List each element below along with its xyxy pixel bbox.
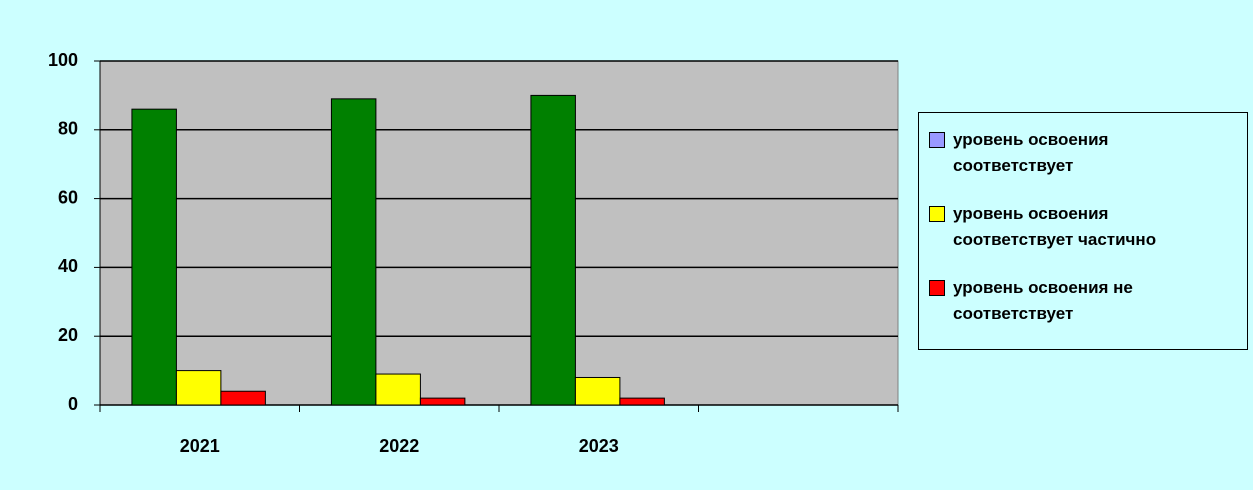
bar	[419, 397, 466, 406]
bar	[574, 376, 621, 406]
legend-label: уровень освоения соответствует частично	[953, 204, 1157, 249]
x-tick-label: 2021	[180, 436, 220, 456]
bar	[619, 397, 665, 406]
bar	[530, 94, 576, 406]
legend-label: уровень освоения не соответствует	[953, 278, 1133, 323]
bar	[375, 373, 421, 406]
y-tick-label: 40	[58, 256, 78, 276]
y-tick-label: 100	[48, 50, 78, 70]
plot-area	[99, 60, 899, 406]
y-tick-label: 60	[58, 187, 78, 207]
bar	[175, 370, 222, 406]
legend: уровень освоения соответствует уровень ос…	[918, 112, 1248, 350]
x-tick-label: 2023	[579, 436, 619, 456]
y-tick-label: 0	[68, 394, 78, 414]
legend-label: уровень освоения соответствует	[953, 130, 1109, 175]
y-tick-label: 80	[58, 119, 78, 139]
bar	[220, 390, 266, 406]
bar	[330, 98, 377, 406]
legend-entry: уровень освоения соответствует частично	[929, 201, 1247, 253]
legend-entry: уровень освоения соответствует	[929, 127, 1247, 179]
x-tick-label: 2022	[379, 436, 419, 456]
legend-swatch	[929, 132, 945, 148]
y-tick-label: 20	[58, 325, 78, 345]
legend-swatch	[929, 280, 945, 296]
legend-swatch	[929, 206, 945, 222]
legend-entry: уровень освоения не соответствует	[929, 275, 1247, 327]
bar	[131, 108, 177, 406]
